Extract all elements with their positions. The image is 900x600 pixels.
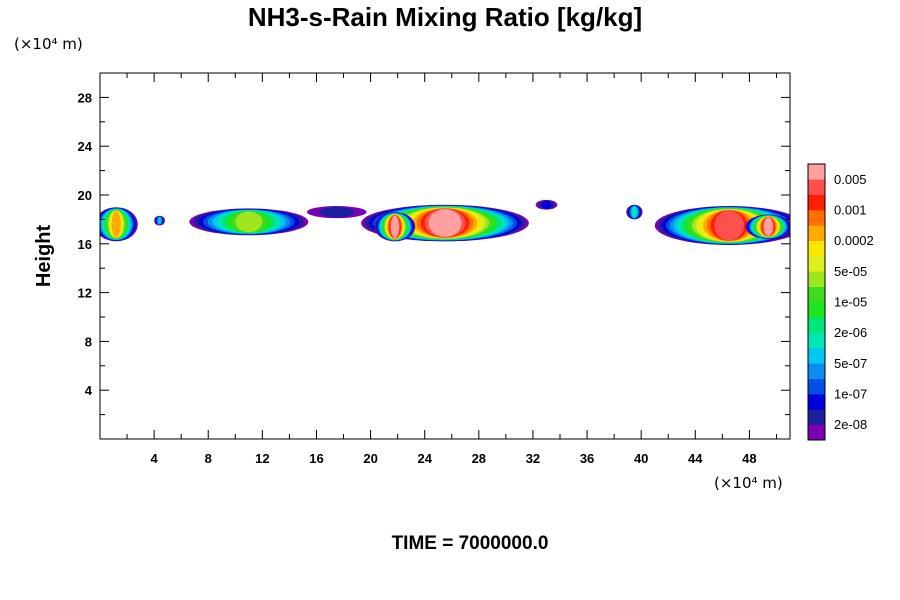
colorbar-swatch <box>808 394 825 410</box>
colorbar-swatch <box>808 271 825 287</box>
x-tick-label: 36 <box>580 451 594 466</box>
colorbar-swatch <box>808 378 825 395</box>
colorbar-swatch <box>808 256 825 272</box>
y-tick-label: 24 <box>78 139 93 154</box>
y-tick-label: 12 <box>78 286 92 301</box>
y-axis: 4 8 12 16 20 24 28 <box>78 90 790 416</box>
x-tick-label: 24 <box>417 451 432 466</box>
colorbar-swatch <box>808 317 825 333</box>
cloud-contour <box>111 211 121 238</box>
chart-title: NH3-s-Rain Mixing Ratio [kg/kg] <box>248 2 642 32</box>
time-footer: TIME = 7000000.0 <box>392 533 549 554</box>
colorbar-swatch <box>808 286 825 303</box>
colorbar-label: 0.001 <box>834 203 867 218</box>
colorbar-label: 0.0002 <box>834 233 874 248</box>
cloud-contour <box>763 217 773 236</box>
x-tick-label: 12 <box>255 451 269 466</box>
y-tick-label: 4 <box>85 383 93 398</box>
plot-frame <box>99 72 791 440</box>
cloud-contour <box>714 210 745 241</box>
colorbar-swatch <box>808 424 825 441</box>
colorbar-label: 5e-07 <box>834 356 867 371</box>
x-axis: 4 8 12 16 20 24 28 32 36 40 44 48 <box>126 73 777 466</box>
colorbar-label: 5e-05 <box>834 264 867 279</box>
cloud-contour <box>157 216 162 225</box>
colorbar-label: 1e-05 <box>834 295 867 310</box>
cloud-contour <box>632 206 637 218</box>
colorbar-label: 0.005 <box>834 172 867 187</box>
y-tick-label: 20 <box>78 188 92 203</box>
colorbar-swatch <box>808 240 825 257</box>
x-tick-label: 4 <box>151 451 159 466</box>
colorbar-label: 2e-06 <box>834 325 867 340</box>
colorbar-swatch <box>808 409 825 425</box>
x-tick-label: 32 <box>526 451 540 466</box>
cloud-contour <box>235 211 263 233</box>
y-unit-label: (×10⁴ m) <box>14 35 83 53</box>
plot-area <box>100 199 790 246</box>
cloud-contour <box>428 209 462 237</box>
cloud-contour <box>390 215 399 238</box>
colorbar-swatch <box>808 348 825 364</box>
colorbar-frame <box>807 163 826 441</box>
y-tick-label: 28 <box>78 90 92 105</box>
colorbar-swatch <box>808 302 825 318</box>
y-tick-label: 8 <box>85 334 92 349</box>
colorbar-swatch <box>808 332 825 349</box>
colorbar-swatch <box>808 363 825 379</box>
x-tick-label: 20 <box>363 451 377 466</box>
y-axis-label: Height <box>33 225 55 288</box>
cloud-contour <box>319 206 354 218</box>
cloud-contour <box>541 200 552 209</box>
colorbar-swatch <box>808 194 825 211</box>
colorbar: 2e-08 1e-07 5e-07 2e-06 1e-05 5e-05 0.0002 0.00… <box>807 163 874 441</box>
colorbar-swatch <box>808 225 825 241</box>
x-tick-label: 48 <box>742 451 756 466</box>
colorbar-label: 1e-07 <box>834 387 867 402</box>
x-tick-label: 44 <box>688 451 703 466</box>
x-tick-label: 40 <box>634 451 648 466</box>
x-tick-label: 28 <box>472 451 486 466</box>
y-tick-label: 16 <box>78 237 92 252</box>
colorbar-label: 2e-08 <box>834 417 867 432</box>
colorbar-swatch <box>808 164 825 180</box>
colorbar-swatch <box>808 210 825 226</box>
x-unit-label: (×10⁴ m) <box>714 474 783 492</box>
x-tick-label: 16 <box>309 451 323 466</box>
x-tick-label: 8 <box>205 451 212 466</box>
colorbar-swatch <box>808 179 825 195</box>
